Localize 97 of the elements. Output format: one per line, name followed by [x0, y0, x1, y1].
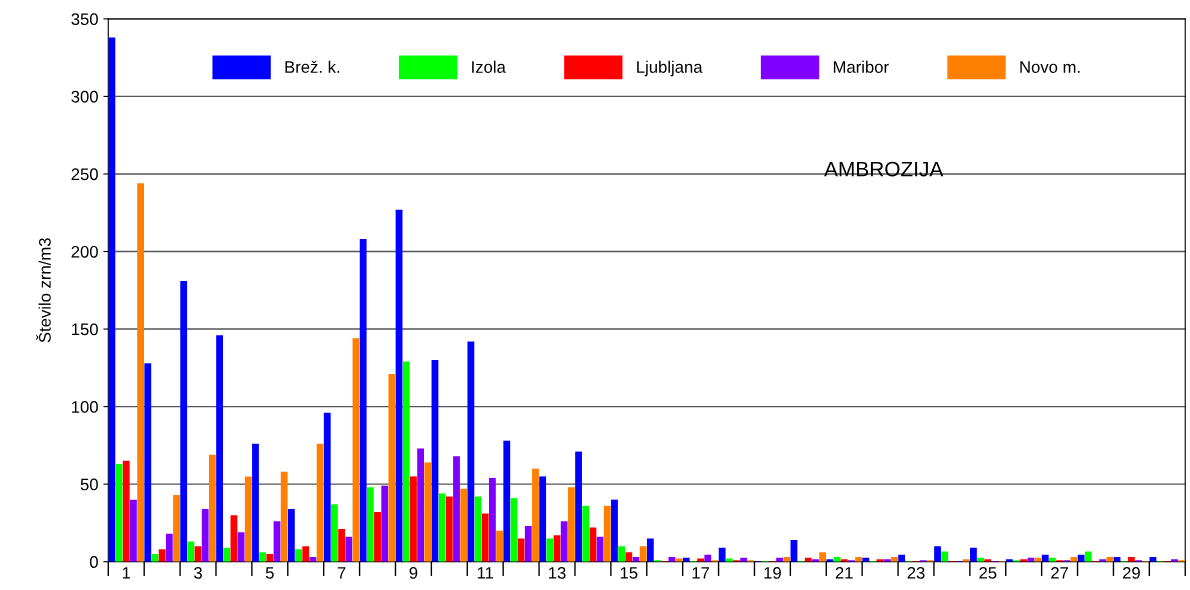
bar — [503, 440, 511, 562]
x-tick-label: 19 — [764, 566, 781, 579]
bar — [302, 546, 310, 562]
y-tick-label: 350 — [71, 13, 98, 26]
y-tick-label: 200 — [71, 245, 98, 258]
x-tick-label: 3 — [194, 566, 202, 579]
bar — [345, 536, 353, 562]
bar — [718, 547, 726, 562]
x-tick-label: 25 — [979, 566, 997, 579]
bar — [417, 448, 425, 562]
x-tick-label: 21 — [835, 566, 853, 579]
bar — [137, 183, 145, 562]
y-tick-label: 250 — [71, 168, 98, 181]
bar — [424, 462, 432, 562]
bar — [941, 551, 949, 562]
bar — [130, 499, 137, 562]
bar — [259, 552, 267, 562]
y-tick-label: 0 — [89, 556, 98, 568]
bar — [467, 341, 475, 562]
x-tick-label: 15 — [620, 567, 638, 579]
bar — [331, 504, 338, 562]
bar — [934, 546, 941, 562]
x-tick-label: 11 — [477, 567, 494, 579]
bar — [1084, 551, 1092, 562]
x-tick-label: 7 — [337, 567, 346, 579]
y-tick-label: 50 — [80, 478, 98, 491]
bar — [575, 451, 582, 562]
legend-label: Izola — [472, 60, 506, 73]
bar — [180, 280, 188, 562]
legend-label: Novo m. — [1020, 61, 1080, 73]
bar — [603, 505, 611, 562]
bar — [223, 547, 231, 562]
bar — [165, 533, 173, 562]
bar — [481, 513, 489, 562]
y-tick-label: 100 — [72, 401, 98, 413]
bar — [366, 487, 374, 562]
x-tick-label: 13 — [549, 566, 566, 579]
bar — [560, 521, 568, 562]
bar — [237, 532, 245, 562]
x-tick-label: 5 — [265, 567, 274, 579]
bar — [173, 494, 180, 562]
bar — [187, 541, 195, 562]
bar — [639, 546, 647, 562]
bar — [201, 508, 209, 562]
bar — [388, 374, 396, 562]
bar — [144, 363, 152, 562]
bar — [402, 361, 410, 562]
bar — [496, 530, 503, 562]
bar — [252, 443, 259, 562]
bar — [323, 412, 331, 562]
bar — [539, 476, 547, 562]
bar — [208, 454, 216, 562]
x-tick-label: 27 — [1051, 566, 1069, 579]
bar — [374, 512, 381, 562]
bar — [488, 477, 496, 562]
x-tick-label: 17 — [692, 567, 710, 579]
y-tick-label: 150 — [72, 323, 98, 336]
bar — [517, 538, 525, 562]
x-tick-label: 29 — [1122, 566, 1140, 579]
bar — [381, 485, 389, 562]
bar — [646, 538, 654, 562]
bar — [216, 335, 223, 562]
bar — [524, 526, 532, 562]
bar — [532, 468, 539, 562]
bar — [445, 496, 453, 562]
bar — [819, 552, 827, 562]
bar — [244, 476, 252, 562]
bar — [438, 493, 446, 562]
bar — [287, 508, 295, 562]
annotation: AMBROZIJA — [824, 161, 944, 177]
bar — [158, 549, 166, 562]
bar — [359, 239, 367, 562]
bar — [316, 443, 324, 562]
bar — [611, 499, 618, 562]
bar — [582, 505, 590, 562]
bar — [596, 536, 604, 562]
bar — [970, 547, 977, 562]
y-tick-label: 300 — [71, 90, 98, 103]
bar — [546, 538, 554, 562]
bar — [122, 460, 130, 562]
x-tick-label: 23 — [907, 566, 925, 579]
x-tick-label: 1 — [122, 567, 131, 579]
bar — [338, 529, 346, 562]
y-axis-title: Število zrn/m3 — [36, 238, 51, 343]
x-tick-label: 9 — [409, 566, 418, 579]
bar — [453, 456, 460, 562]
bar — [567, 487, 575, 562]
legend-label: Ljubljana — [637, 60, 703, 77]
bar — [460, 488, 468, 562]
bar — [266, 553, 274, 562]
bar — [410, 476, 417, 562]
bar — [618, 546, 626, 562]
bar — [295, 549, 302, 562]
bar — [625, 552, 633, 562]
legend-label: Brež. k. — [285, 60, 340, 73]
bar — [280, 471, 288, 562]
legend-label: Maribor — [833, 60, 889, 73]
